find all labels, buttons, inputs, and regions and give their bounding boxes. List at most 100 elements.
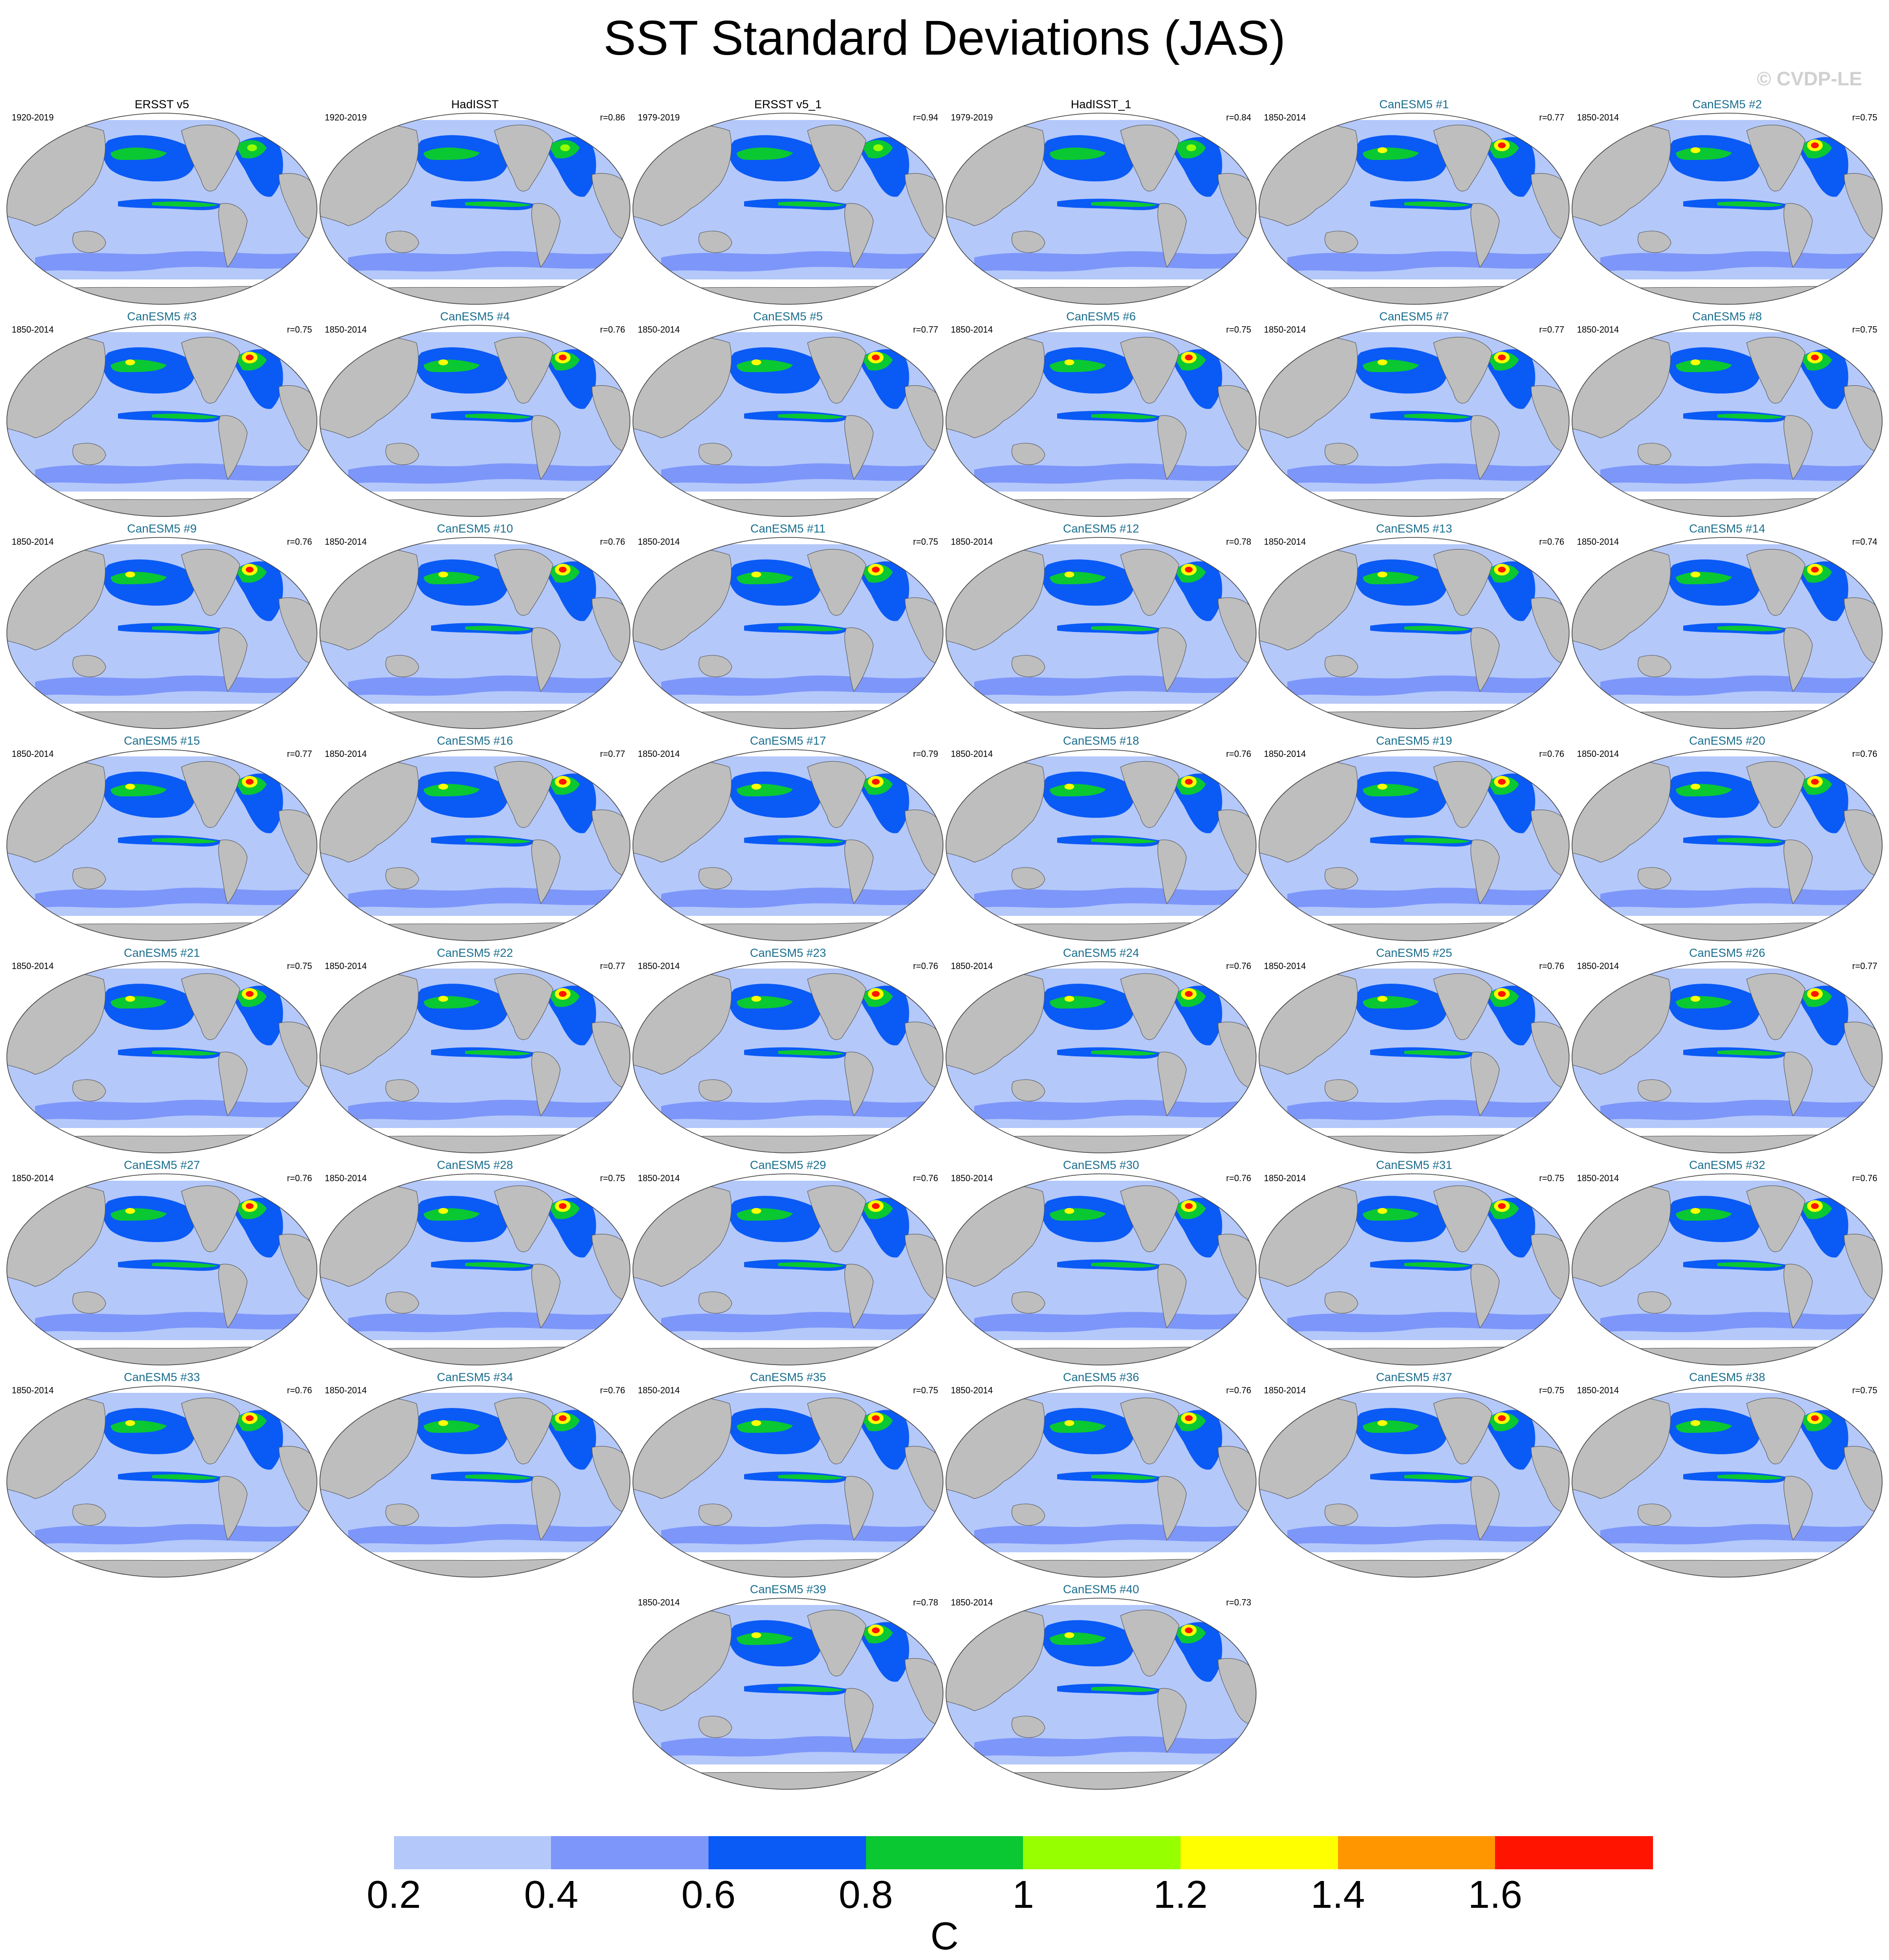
kuroshio-anomaly <box>1676 147 1732 160</box>
colorbar-swatch <box>1495 1836 1653 1869</box>
arctic-ice <box>1572 325 1882 332</box>
gulf-stream-max <box>1811 355 1819 360</box>
gulf-stream-max <box>872 567 880 573</box>
australia-landmass <box>1011 443 1045 465</box>
australia-landmass <box>1637 1079 1672 1102</box>
gulf-stream-max <box>872 355 880 360</box>
africa-landmass <box>905 173 943 240</box>
panel-years: 1850-2014 <box>12 325 54 335</box>
north-america-landmass <box>1433 1397 1493 1465</box>
map-panel: CanESM5 #18 1850-2014 r=0.76 <box>945 734 1257 944</box>
gulf-stream-max <box>559 567 567 573</box>
panel-years: 1850-2014 <box>638 1598 680 1607</box>
panel-correlation: r=0.76 <box>1539 749 1564 759</box>
map-panel: CanESM5 #1 1850-2014 r=0.77 <box>1258 98 1570 307</box>
arctic-ice <box>946 537 1256 544</box>
australia-landmass <box>1011 655 1045 677</box>
map-outline <box>632 749 944 941</box>
north-america-landmass <box>181 973 240 1040</box>
sst-map <box>6 1386 317 1578</box>
panel-title: HadISST_1 <box>1070 98 1132 111</box>
australia-landmass <box>1324 867 1358 890</box>
map-outline <box>1572 961 1883 1153</box>
africa-landmass <box>905 1658 943 1725</box>
map-outline <box>319 537 630 729</box>
enso-anomaly <box>1404 626 1470 632</box>
kuroshio-peak <box>751 996 761 1002</box>
panel-correlation: r=0.77 <box>600 961 625 971</box>
kuroshio-peak <box>1691 1420 1700 1426</box>
map-panel: CanESM5 #6 1850-2014 r=0.75 <box>945 310 1257 519</box>
kuroshio-anomaly <box>111 1420 167 1433</box>
panel-correlation: r=0.75 <box>600 1173 625 1183</box>
kuroshio-anomaly <box>1676 1208 1732 1221</box>
panel-years: 1850-2014 <box>325 961 367 971</box>
kuroshio-anomaly <box>1676 359 1732 372</box>
africa-landmass <box>905 597 943 664</box>
australia-landmass <box>1324 1504 1358 1526</box>
panel-title: ERSST v5_1 <box>754 98 822 111</box>
sst-map <box>1572 961 1883 1153</box>
map-content <box>1259 1174 1569 1365</box>
kuroshio-peak <box>438 572 448 577</box>
panel-years: 1979-2019 <box>638 113 680 122</box>
kuroshio-anomaly <box>1363 572 1419 584</box>
kuroshio-peak <box>1377 1420 1387 1426</box>
map-outline <box>319 749 630 941</box>
map-content <box>633 325 943 516</box>
kuroshio-peak <box>1691 784 1700 790</box>
north-america-landmass <box>1433 1185 1493 1252</box>
map-outline <box>1572 749 1883 941</box>
north-america-landmass <box>181 337 240 404</box>
sst-map <box>6 113 317 305</box>
arctic-ice <box>633 325 943 332</box>
australia-landmass <box>72 1079 106 1102</box>
map-outline <box>6 1386 317 1578</box>
north-america-landmass <box>1120 1185 1180 1252</box>
kuroshio-peak <box>125 1208 135 1214</box>
enso-anomaly <box>152 838 218 844</box>
south-america-landmass <box>1157 627 1187 693</box>
gulf-stream-max <box>1185 1203 1193 1209</box>
south-america-landmass <box>531 203 561 268</box>
panel-title: CanESM5 #9 <box>127 522 197 535</box>
panel-years: 1920-2019 <box>12 113 54 122</box>
kuroshio-anomaly <box>1050 1632 1106 1645</box>
map-panel: CanESM5 #38 1850-2014 r=0.75 <box>1571 1370 1883 1580</box>
panel-years: 1850-2014 <box>1577 961 1619 971</box>
panel-title: CanESM5 #40 <box>1063 1583 1140 1596</box>
kuroshio-peak <box>125 572 135 577</box>
south-america-landmass <box>531 627 561 693</box>
south-america-landmass <box>1157 1051 1187 1117</box>
sst-map <box>1572 1386 1883 1578</box>
colorbar-units: C <box>930 1914 959 1958</box>
map-outline <box>632 961 944 1153</box>
south-america-landmass <box>218 1051 248 1117</box>
panel-correlation: r=0.75 <box>1852 325 1877 335</box>
map-panel: CanESM5 #26 1850-2014 r=0.77 <box>1571 946 1883 1156</box>
australia-landmass <box>385 443 419 465</box>
australia-landmass <box>1637 231 1672 253</box>
arctic-ice <box>1572 1386 1882 1393</box>
gulf-stream-max <box>1811 1415 1819 1421</box>
map-outline <box>6 961 317 1153</box>
arctic-ice <box>1572 750 1882 756</box>
south-america-landmass <box>1783 1051 1813 1117</box>
panel-title: CanESM5 #8 <box>1692 310 1762 323</box>
south-america-landmass <box>1157 1688 1187 1753</box>
panel-title: CanESM5 #26 <box>1689 947 1766 960</box>
south-america-landmass <box>1470 1264 1500 1329</box>
copyright-label: © CVDP-LE <box>1756 68 1862 90</box>
south-america-landmass <box>1470 627 1500 693</box>
arctic-ice <box>7 750 317 756</box>
north-america-landmass <box>807 973 866 1040</box>
enso-anomaly <box>1091 838 1157 844</box>
gulf-stream-max <box>246 355 254 360</box>
enso-anomaly <box>1717 201 1783 207</box>
map-outline <box>1259 537 1570 729</box>
map-content <box>320 113 630 304</box>
colorbar-swatch <box>1023 1836 1181 1869</box>
panel-years: 1850-2014 <box>951 1173 993 1183</box>
panel-correlation: r=0.75 <box>287 961 312 971</box>
enso-anomaly <box>465 1262 531 1268</box>
